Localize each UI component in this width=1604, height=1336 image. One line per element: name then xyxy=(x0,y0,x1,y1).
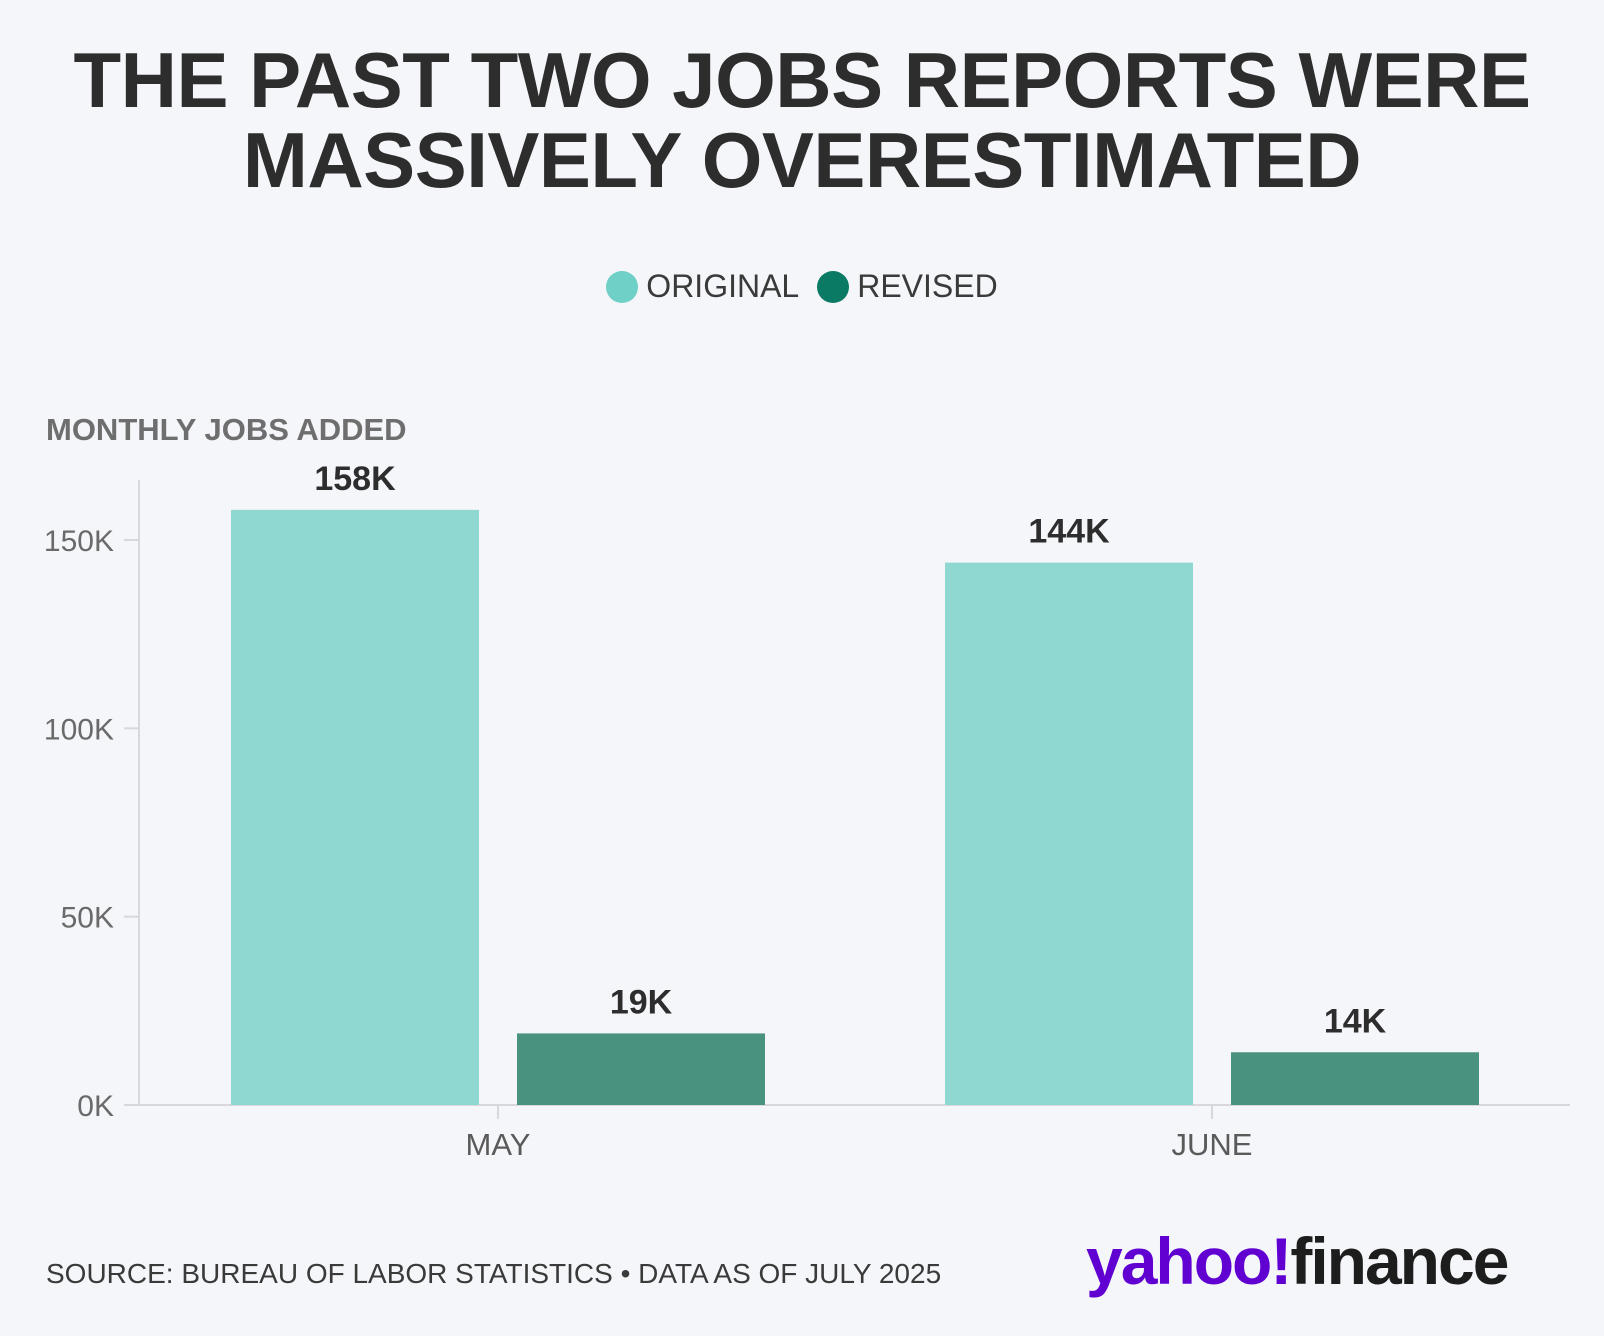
legend-item-original: ORIGINAL xyxy=(606,268,799,305)
legend-label-revised: REVISED xyxy=(857,268,998,304)
source-note: SOURCE: BUREAU OF LABOR STATISTICS • DAT… xyxy=(46,1258,942,1289)
legend-swatch-original xyxy=(606,270,639,303)
x-tick-label: MAY xyxy=(466,1127,531,1162)
y-tick-label: 50K xyxy=(61,902,114,935)
x-tick-label: JUNE xyxy=(1172,1127,1253,1162)
y-tick-label: 150K xyxy=(44,525,114,558)
data-label: 144K xyxy=(1028,513,1110,551)
data-label: 158K xyxy=(314,460,396,498)
y-tick-label: 100K xyxy=(44,713,114,746)
data-label: 14K xyxy=(1324,1002,1387,1040)
legend-swatch-revised xyxy=(817,270,850,303)
logo-yahoo: yahoo! xyxy=(1086,1224,1292,1298)
logo-finance: finance xyxy=(1290,1224,1509,1298)
bar-original-may xyxy=(231,509,479,1105)
bar-chart: 0K 50K 100K 150K 158K 19K MAY 144K 14K JUNE xyxy=(44,460,1570,1162)
chart-title-line-2: MASSIVELY OVERESTIMATED xyxy=(242,116,1362,204)
y-axis-label: MONTHLY JOBS ADDED xyxy=(46,412,407,447)
bar-revised-may xyxy=(517,1033,765,1105)
legend-label-original: ORIGINAL xyxy=(646,268,800,304)
legend: ORIGINAL REVISED xyxy=(0,268,1604,305)
bar-original-june xyxy=(945,562,1193,1105)
y-tick-label: 0K xyxy=(77,1090,114,1123)
data-label: 19K xyxy=(610,983,673,1021)
chart-title: THE PAST TWO JOBS REPORTS WERE MASSIVELY… xyxy=(0,40,1604,200)
bar-revised-june xyxy=(1231,1052,1479,1105)
chart-title-line-1: THE PAST TWO JOBS REPORTS WERE xyxy=(73,36,1531,124)
legend-item-revised: REVISED xyxy=(817,268,998,305)
yahoo-finance-logo: yahoo!finance xyxy=(1086,1224,1509,1298)
